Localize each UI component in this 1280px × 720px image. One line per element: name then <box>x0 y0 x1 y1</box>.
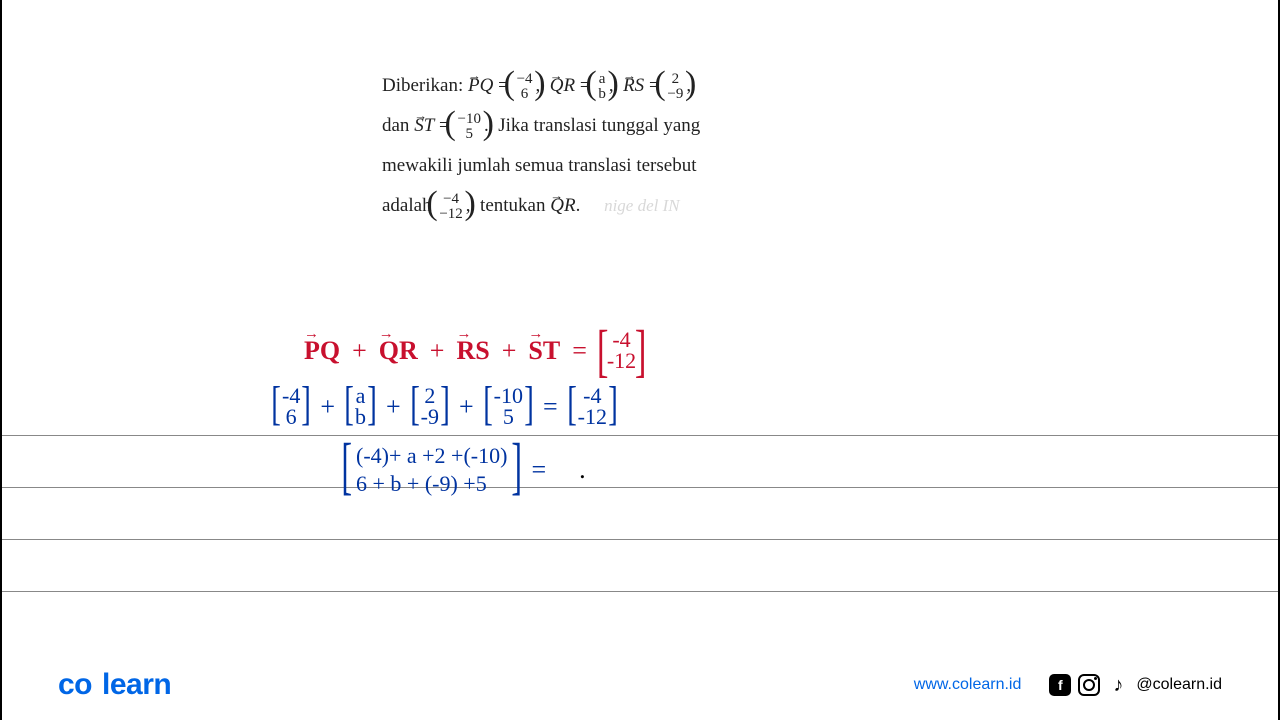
hw-m5: -4 -12 <box>568 386 617 428</box>
hw-m4: -10 5 <box>484 386 533 428</box>
hw-st: ST <box>526 336 562 366</box>
hw-expand-bracket: (-4)+ a +2 +(-10) 6 + b + (-9) +5 <box>342 442 521 499</box>
st-top: −10 <box>454 112 483 127</box>
vector-pq: PQ <box>468 75 493 96</box>
adalah-text: adalah <box>382 195 432 216</box>
social-handle: @colearn.id <box>1136 676 1222 694</box>
handwriting-area: PQ + QR + RS + ST = -4 -12 -4 6 + a b + … <box>302 330 1002 513</box>
hw-m3: 2 -9 <box>411 386 449 428</box>
pq-top: −4 <box>514 72 536 87</box>
rs-top: 2 <box>664 72 686 87</box>
problem-line-2: dan ST = ( −10 5 ) . Jika translasi tung… <box>382 108 882 144</box>
result-column-vector: ( −4 −12 ) <box>436 192 465 222</box>
vector-st: ST <box>414 115 434 136</box>
hw-plus: + <box>430 336 445 366</box>
footer-right: www.colearn.id f ♪ @colearn.id <box>914 674 1222 696</box>
problem-line-1: Diberikan: PQ = ( −4 6 ) , QR = ( a b ) … <box>382 68 882 104</box>
st-bot: 5 <box>454 127 483 142</box>
hw-equals: = <box>531 455 546 485</box>
hw-plus: + <box>502 336 517 366</box>
hw-m1: -4 6 <box>272 386 310 428</box>
hw-result-bot: -12 <box>607 351 636 372</box>
hw-m1-bot: 6 <box>286 407 297 428</box>
hw-equals: = <box>543 392 558 422</box>
vector-qr: QR <box>550 75 575 96</box>
problem-statement: Diberikan: PQ = ( −4 6 ) , QR = ( a b ) … <box>382 68 882 228</box>
handwriting-line-2: -4 6 + a b + 2 -9 + -10 5 = -4 -12 <box>272 386 1002 428</box>
rule-line <box>2 591 1278 592</box>
rule-line <box>2 539 1278 540</box>
hw-qr: QR <box>377 336 420 366</box>
logo-learn: learn <box>102 668 171 701</box>
result-top: −4 <box>436 192 465 207</box>
hw-m2: a b <box>345 386 376 428</box>
hw-m2-bot: b <box>355 407 366 428</box>
hw-plus: + <box>320 392 335 422</box>
hw-m4-bot: 5 <box>503 407 514 428</box>
pq-bot: 6 <box>514 87 536 102</box>
logo-co: co <box>58 668 92 701</box>
result-bot: −12 <box>436 207 465 222</box>
given-label: Diberikan: <box>382 75 463 96</box>
dan-text: dan <box>382 115 409 136</box>
jika-text: Jika translasi tunggal yang <box>498 115 700 136</box>
rs-bot: −9 <box>664 87 686 102</box>
brand-logo: colearn <box>58 668 171 702</box>
problem-line-3: mewakili jumlah semua translasi tersebut <box>382 148 882 184</box>
hw-m5-bot: -12 <box>578 407 607 428</box>
logo-dot-icon <box>94 684 100 690</box>
hw-plus: + <box>386 392 401 422</box>
handwriting-line-3: (-4)+ a +2 +(-10) 6 + b + (-9) +5 = . <box>342 442 1002 499</box>
hw-dot: . <box>579 455 586 485</box>
handwriting-line-1: PQ + QR + RS + ST = -4 -12 <box>302 330 1002 372</box>
st-column-vector: ( −10 5 ) <box>454 112 483 142</box>
hw-plus: + <box>459 392 474 422</box>
tiktok-icon[interactable]: ♪ <box>1107 674 1129 696</box>
ghost-text: nige del IN <box>604 196 680 215</box>
hw-m3-bot: -9 <box>421 407 439 428</box>
hw-expand-bot: 6 + b + (-9) +5 <box>356 470 487 499</box>
problem-line-4: adalah ( −4 −12 ) , tentukan QR. nige de… <box>382 188 882 224</box>
hw-equals: = <box>572 336 587 366</box>
vector-rs: RS <box>623 75 644 96</box>
vector-qr-question: QR <box>550 195 575 216</box>
hw-rs: RS <box>454 336 491 366</box>
hw-plus: + <box>352 336 367 366</box>
instagram-icon[interactable] <box>1078 674 1100 696</box>
tentukan-text: tentukan <box>480 195 545 216</box>
footer: colearn www.colearn.id f ♪ @colearn.id <box>2 668 1278 702</box>
hw-pq: PQ <box>302 336 342 366</box>
facebook-icon[interactable]: f <box>1049 674 1071 696</box>
qr-column-vector: ( a b ) <box>595 72 609 102</box>
social-links: f ♪ @colearn.id <box>1049 674 1222 696</box>
pq-column-vector: ( −4 6 ) <box>514 72 536 102</box>
hw-expand-top: (-4)+ a +2 +(-10) <box>356 442 507 471</box>
website-link[interactable]: www.colearn.id <box>914 676 1022 694</box>
hw-result-bracket: -4 -12 <box>597 330 646 372</box>
rs-column-vector: ( 2 −9 ) <box>664 72 686 102</box>
